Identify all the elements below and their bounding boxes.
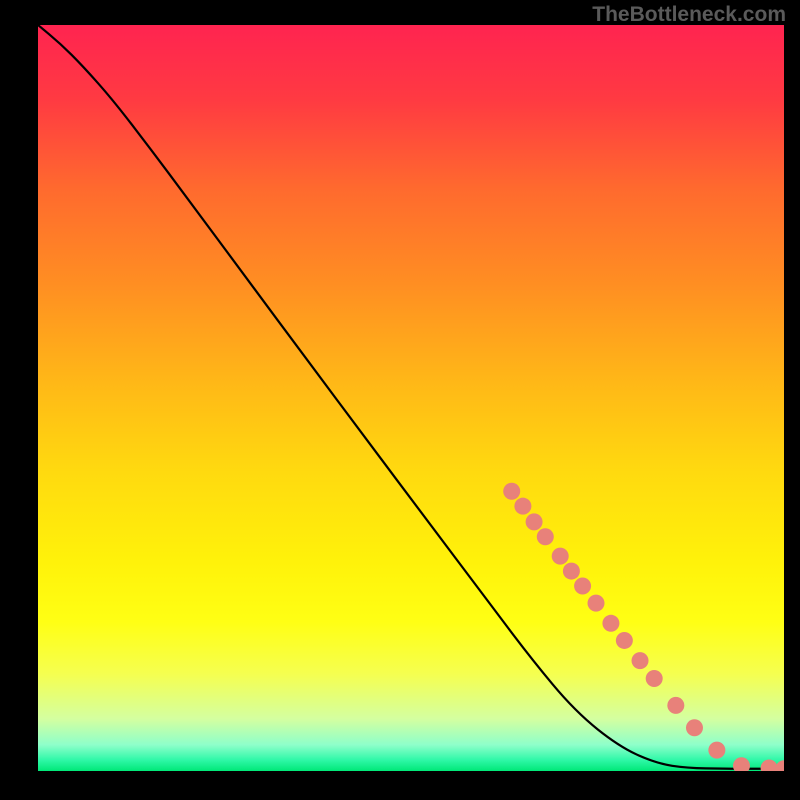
- curve-marker: [616, 632, 633, 649]
- curve-marker: [574, 577, 591, 594]
- chart-background-gradient: [38, 25, 784, 771]
- curve-marker: [602, 615, 619, 632]
- bottleneck-curve-chart: [38, 25, 784, 771]
- curve-marker: [708, 742, 725, 759]
- chart-container: TheBottleneck.com: [0, 0, 800, 800]
- watermark-text: TheBottleneck.com: [592, 3, 786, 27]
- curve-marker: [503, 483, 520, 500]
- curve-marker: [552, 548, 569, 565]
- curve-marker: [537, 528, 554, 545]
- curve-marker: [514, 498, 531, 515]
- curve-marker: [646, 670, 663, 687]
- curve-marker: [588, 595, 605, 612]
- curve-marker: [526, 513, 543, 530]
- curve-marker: [667, 697, 684, 714]
- curve-marker: [686, 719, 703, 736]
- curve-marker: [632, 652, 649, 669]
- curve-marker: [563, 563, 580, 580]
